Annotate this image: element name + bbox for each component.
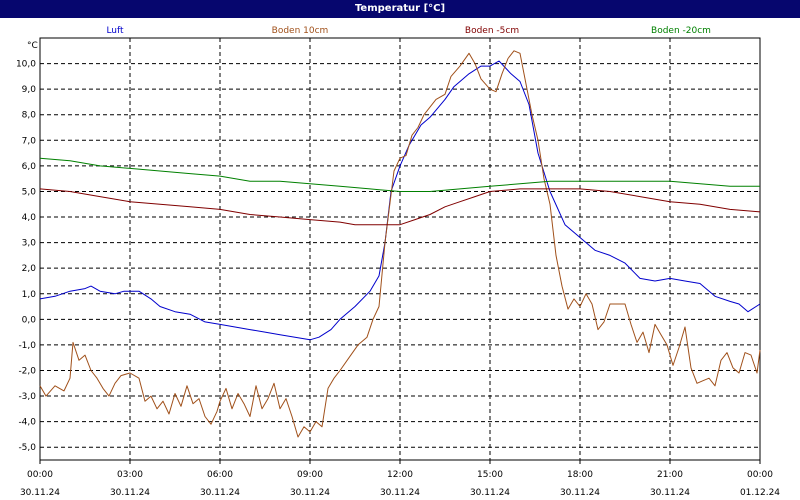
x-tick-time-label: 03:00 [117, 470, 143, 480]
series-line-0 [39, 60, 761, 341]
x-tick-time-label: 12:00 [387, 470, 413, 480]
y-tick-label: 6,0 [22, 162, 37, 172]
x-tick-time-label: 00:00 [27, 470, 53, 480]
x-tick-time-label: 00:00 [747, 470, 773, 480]
legend: Luft Boden 10cm Boden -5cm Boden -20cm [106, 26, 711, 36]
y-tick-label: 1,0 [22, 290, 37, 300]
y-tick-label: 3,0 [22, 239, 37, 249]
y-tick-label: -2,0 [18, 366, 36, 376]
plot-frame [39, 37, 761, 461]
series-line-2 [39, 188, 761, 226]
y-axis-unit-label: °C [27, 41, 38, 51]
y-tick-label: 0,0 [22, 315, 37, 325]
x-tick-time-label: 06:00 [207, 470, 233, 480]
x-tick-date-label: 30.11.24 [290, 488, 330, 498]
y-tick-label: 7,0 [22, 136, 37, 146]
y-tick-label: -5,0 [18, 443, 36, 453]
y-axis-labels: -5,0 -4,0 -3,0 -2,0 -1,0 0,0 1,0 2,0 3,0 4,0 5,0 6,… [16, 60, 36, 454]
x-tick-date-label: 01.12.24 [740, 488, 780, 498]
chart-title: Temperatur [°C] [0, 0, 800, 18]
y-tick-label: 10,0 [16, 60, 36, 70]
x-tick-date-label: 30.11.24 [650, 488, 690, 498]
x-axis-labels: 00:00 30.11.24 03:00 30.11.24 06:00 30.11.24 0… [20, 470, 780, 498]
x-tick-date-label: 30.11.24 [200, 488, 240, 498]
y-tick-label: 8,0 [22, 111, 37, 121]
y-tick-label: -3,0 [18, 392, 36, 402]
x-tick-date-label: 30.11.24 [110, 488, 150, 498]
temperature-chart: -5,0 -4,0 -3,0 -2,0 -1,0 0,0 1,0 2,0 3,0 4,0 5,0 6,… [16, 26, 780, 498]
x-tick-time-label: 15:00 [477, 470, 503, 480]
y-tick-label: -4,0 [18, 418, 36, 428]
series-lines [39, 50, 761, 438]
y-tick-label: 4,0 [22, 213, 37, 223]
x-tick-time-label: 09:00 [297, 470, 323, 480]
legend-entry: Luft [106, 26, 124, 36]
y-tick-label: 9,0 [22, 85, 37, 95]
legend-entry: Boden -20cm [651, 26, 711, 36]
y-tick-label: 5,0 [22, 187, 37, 197]
x-tick-time-label: 21:00 [657, 470, 683, 480]
y-tick-label: -1,0 [18, 341, 36, 351]
series-line-3 [39, 157, 760, 192]
legend-entry: Boden -5cm [465, 26, 519, 36]
x-tick-date-label: 30.11.24 [470, 488, 510, 498]
y-tick-label: 2,0 [22, 264, 37, 274]
x-tick-time-label: 18:00 [567, 470, 593, 480]
x-tick-date-label: 30.11.24 [380, 488, 420, 498]
x-tick-date-label: 30.11.24 [560, 488, 600, 498]
series-line-1 [39, 50, 761, 438]
legend-entry: Boden 10cm [272, 26, 329, 36]
x-tick-date-label: 30.11.24 [20, 488, 60, 498]
grid [39, 37, 761, 464]
